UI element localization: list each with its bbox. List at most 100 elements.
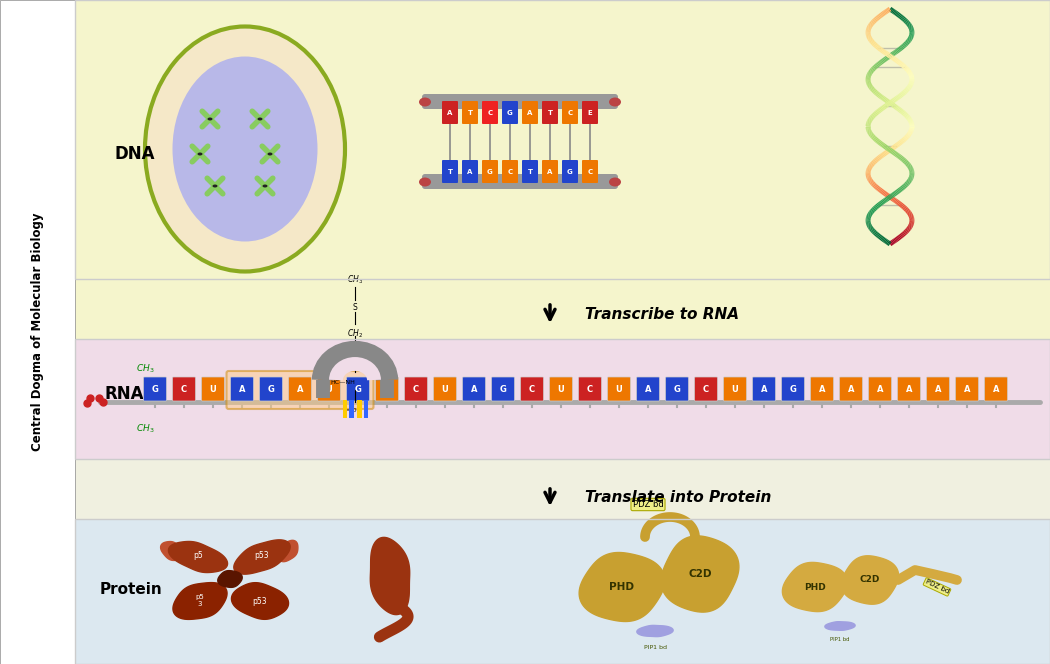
Polygon shape <box>161 542 184 560</box>
FancyBboxPatch shape <box>491 377 514 401</box>
Ellipse shape <box>419 98 430 106</box>
Text: A: A <box>467 169 472 175</box>
Text: PHD: PHD <box>804 582 826 592</box>
Text: U: U <box>210 384 216 394</box>
FancyBboxPatch shape <box>694 377 717 401</box>
FancyBboxPatch shape <box>422 94 618 109</box>
FancyBboxPatch shape <box>582 101 598 124</box>
Text: A: A <box>992 384 1000 394</box>
Polygon shape <box>637 625 673 637</box>
Text: G: G <box>268 384 274 394</box>
Text: C: C <box>702 384 709 394</box>
Text: U: U <box>326 384 333 394</box>
FancyBboxPatch shape <box>985 377 1008 401</box>
Text: G: G <box>500 384 506 394</box>
FancyBboxPatch shape <box>582 160 598 183</box>
Text: $CH_2$: $CH_2$ <box>348 327 363 339</box>
FancyBboxPatch shape <box>172 377 195 401</box>
FancyBboxPatch shape <box>666 377 689 401</box>
FancyBboxPatch shape <box>522 160 538 183</box>
FancyBboxPatch shape <box>579 377 602 401</box>
FancyBboxPatch shape <box>502 101 518 124</box>
FancyBboxPatch shape <box>75 339 1050 459</box>
Text: A: A <box>547 169 552 175</box>
Text: HC—NH: HC—NH <box>331 380 356 385</box>
Ellipse shape <box>257 118 262 120</box>
Polygon shape <box>825 622 855 630</box>
Text: C: C <box>181 384 187 394</box>
Text: p5
3: p5 3 <box>195 594 205 608</box>
Ellipse shape <box>172 56 317 242</box>
FancyBboxPatch shape <box>442 160 458 183</box>
Text: U: U <box>558 384 565 394</box>
FancyBboxPatch shape <box>521 377 544 401</box>
Text: T: T <box>467 110 472 116</box>
Polygon shape <box>371 537 410 615</box>
Text: $CH_2$: $CH_2$ <box>348 351 363 363</box>
FancyBboxPatch shape <box>926 377 949 401</box>
Ellipse shape <box>212 185 217 187</box>
Text: T: T <box>547 110 552 116</box>
FancyBboxPatch shape <box>636 377 659 401</box>
Text: G: G <box>567 169 573 175</box>
Text: G: G <box>507 110 512 116</box>
Text: PHD: PHD <box>609 582 634 592</box>
Text: U: U <box>615 384 623 394</box>
FancyBboxPatch shape <box>357 400 361 418</box>
Text: PIP1 bd: PIP1 bd <box>831 637 849 642</box>
Polygon shape <box>580 552 665 622</box>
Text: C: C <box>587 384 593 394</box>
FancyBboxPatch shape <box>482 160 498 183</box>
FancyBboxPatch shape <box>868 377 891 401</box>
Polygon shape <box>841 556 899 604</box>
Text: A: A <box>934 384 941 394</box>
FancyBboxPatch shape <box>482 101 498 124</box>
Text: A: A <box>527 110 532 116</box>
Text: PIP1 bd: PIP1 bd <box>644 645 667 650</box>
Text: A: A <box>447 110 453 116</box>
Text: A: A <box>297 384 303 394</box>
FancyBboxPatch shape <box>404 377 427 401</box>
Text: A: A <box>847 384 855 394</box>
Text: A: A <box>906 384 912 394</box>
Text: DNA: DNA <box>116 145 155 163</box>
FancyBboxPatch shape <box>0 0 75 664</box>
FancyBboxPatch shape <box>350 400 355 418</box>
Ellipse shape <box>609 98 621 106</box>
FancyBboxPatch shape <box>376 377 399 401</box>
Text: C: C <box>507 169 512 175</box>
FancyBboxPatch shape <box>75 519 1050 664</box>
FancyBboxPatch shape <box>75 279 1050 339</box>
Text: T: T <box>447 169 453 175</box>
FancyBboxPatch shape <box>202 377 225 401</box>
Text: $CH_3$: $CH_3$ <box>135 363 154 375</box>
FancyBboxPatch shape <box>549 377 572 401</box>
FancyBboxPatch shape <box>346 377 370 401</box>
FancyBboxPatch shape <box>811 377 834 401</box>
Polygon shape <box>168 541 228 572</box>
FancyBboxPatch shape <box>522 101 538 124</box>
Polygon shape <box>662 536 739 612</box>
Text: A: A <box>238 384 246 394</box>
Ellipse shape <box>145 27 345 272</box>
FancyBboxPatch shape <box>227 371 374 409</box>
FancyBboxPatch shape <box>653 571 677 587</box>
Text: p53: p53 <box>255 550 269 560</box>
Text: C: C <box>587 169 592 175</box>
FancyBboxPatch shape <box>442 101 458 124</box>
FancyBboxPatch shape <box>608 377 630 401</box>
Ellipse shape <box>197 153 203 155</box>
Ellipse shape <box>268 153 273 155</box>
Text: p5: p5 <box>193 550 203 560</box>
FancyBboxPatch shape <box>753 377 776 401</box>
Text: A: A <box>877 384 883 394</box>
FancyBboxPatch shape <box>562 160 578 183</box>
FancyBboxPatch shape <box>422 174 618 189</box>
FancyBboxPatch shape <box>317 377 340 401</box>
FancyBboxPatch shape <box>723 377 747 401</box>
Polygon shape <box>234 540 290 574</box>
FancyBboxPatch shape <box>434 377 457 401</box>
Polygon shape <box>782 562 847 612</box>
Ellipse shape <box>262 185 268 187</box>
FancyBboxPatch shape <box>462 377 485 401</box>
